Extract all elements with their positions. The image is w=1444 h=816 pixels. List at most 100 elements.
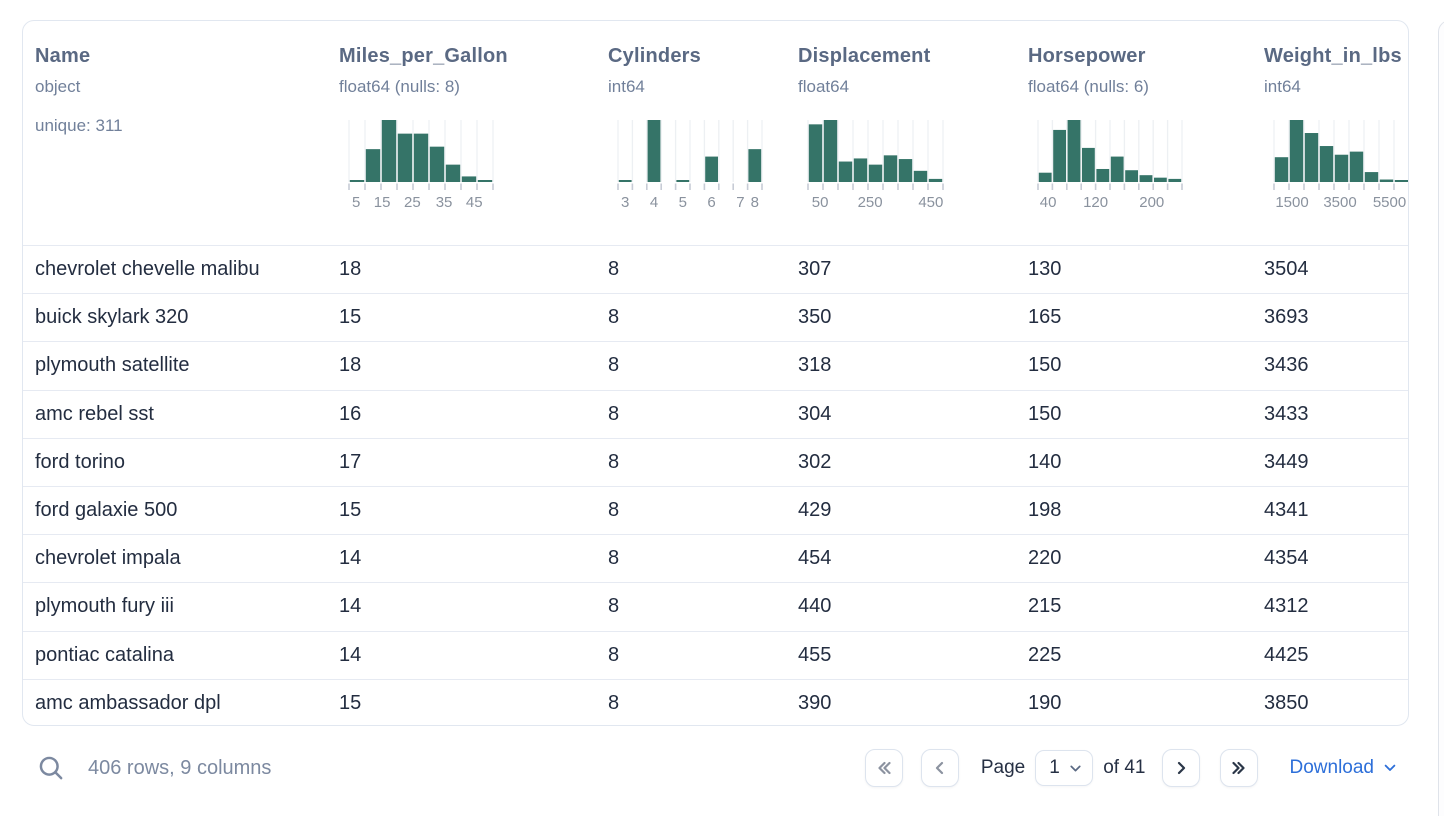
adjacent-card-edge bbox=[1438, 20, 1444, 816]
table-cell[interactable]: 440 bbox=[798, 595, 832, 618]
table-cell[interactable]: amc ambassador dpl bbox=[35, 691, 221, 714]
table-cell[interactable]: 150 bbox=[1028, 402, 1062, 425]
histogram-weight_in_lbs: 1500 3500 5500 bbox=[1273, 120, 1408, 211]
table-cell[interactable]: 15 bbox=[339, 691, 362, 714]
table-cell[interactable]: 350 bbox=[798, 306, 832, 329]
svg-text:3: 3 bbox=[621, 194, 629, 211]
table-cell[interactable]: chevrolet chevelle malibu bbox=[35, 258, 260, 281]
table-cell[interactable]: ford galaxie 500 bbox=[35, 499, 178, 522]
table-cell[interactable]: 17 bbox=[339, 450, 362, 473]
table-row[interactable]: ford galaxie 500 15 8 429 198 4341 bbox=[23, 485, 1408, 534]
table-cell[interactable]: 8 bbox=[608, 547, 620, 570]
table-cell[interactable]: 14 bbox=[339, 595, 362, 618]
table-cell[interactable]: 18 bbox=[339, 258, 362, 281]
table-cell[interactable]: 165 bbox=[1028, 306, 1062, 329]
table-cell[interactable]: 15 bbox=[339, 499, 362, 522]
table-cell[interactable]: amc rebel sst bbox=[35, 402, 154, 425]
table-cell[interactable]: 140 bbox=[1028, 450, 1062, 473]
table-cell[interactable]: 8 bbox=[608, 643, 620, 666]
table-cell[interactable]: 4341 bbox=[1264, 499, 1309, 522]
column-header-cylinders[interactable]: Cylinders int64 3 4 5 6 7 8 bbox=[608, 21, 798, 245]
table-row[interactable]: amc ambassador dpl 15 8 390 190 3850 bbox=[23, 678, 1408, 725]
table-cell[interactable]: 3436 bbox=[1264, 354, 1309, 377]
table-cell[interactable]: ford torino bbox=[35, 450, 126, 473]
column-header-horsepower[interactable]: Horsepower float64 (nulls: 6) 40 120 200 bbox=[1028, 21, 1264, 245]
table-row[interactable]: plymouth fury iii 14 8 440 215 4312 bbox=[23, 582, 1408, 630]
svg-text:5: 5 bbox=[679, 194, 687, 211]
page-select-value: 1 bbox=[1049, 757, 1060, 778]
table-cell[interactable]: 150 bbox=[1028, 354, 1062, 377]
table-cell[interactable]: 390 bbox=[798, 691, 832, 714]
column-header-weight_in_lbs[interactable]: Weight_in_lbs int64 1500 3500 5500 bbox=[1264, 21, 1408, 245]
table-cell[interactable]: 4425 bbox=[1264, 643, 1309, 666]
table-cell[interactable]: 455 bbox=[798, 643, 832, 666]
download-button[interactable]: Download bbox=[1290, 757, 1399, 779]
table-cell[interactable]: 14 bbox=[339, 643, 362, 666]
svg-text:8: 8 bbox=[751, 194, 759, 211]
table-cell[interactable]: 225 bbox=[1028, 643, 1062, 666]
table-cell[interactable]: 130 bbox=[1028, 258, 1062, 281]
table-cell[interactable]: 304 bbox=[798, 402, 832, 425]
table-row[interactable]: chevrolet impala 14 8 454 220 4354 bbox=[23, 534, 1408, 582]
search-icon[interactable] bbox=[38, 755, 65, 782]
table-cell[interactable]: buick skylark 320 bbox=[35, 306, 189, 329]
table-cell[interactable]: 198 bbox=[1028, 499, 1062, 522]
page-select[interactable]: 1 bbox=[1035, 750, 1094, 786]
table-row[interactable]: amc rebel sst 16 8 304 150 3433 bbox=[23, 389, 1408, 438]
column-unique-count: unique: 311 bbox=[35, 116, 123, 135]
table-cell[interactable]: plymouth fury iii bbox=[35, 595, 174, 618]
prev-page-button[interactable] bbox=[920, 749, 959, 787]
svg-text:15: 15 bbox=[374, 194, 391, 211]
column-header-displacement[interactable]: Displacement float64 50 250 450 bbox=[798, 21, 1028, 245]
svg-text:1500: 1500 bbox=[1275, 194, 1308, 211]
svg-text:450: 450 bbox=[918, 194, 943, 211]
table-cell[interactable]: 3433 bbox=[1264, 402, 1309, 425]
table-cell[interactable]: 190 bbox=[1028, 691, 1062, 714]
table-cell[interactable]: 4312 bbox=[1264, 595, 1309, 618]
table-cell[interactable]: 8 bbox=[608, 450, 620, 473]
table-cell[interactable]: 3693 bbox=[1264, 306, 1309, 329]
table-cell[interactable]: 318 bbox=[798, 354, 832, 377]
table-cell[interactable]: 454 bbox=[798, 547, 832, 570]
table-row[interactable]: plymouth satellite 18 8 318 150 3436 bbox=[23, 341, 1408, 389]
table-row[interactable]: buick skylark 320 15 8 350 165 3693 bbox=[23, 293, 1408, 341]
table-cell[interactable]: 215 bbox=[1028, 595, 1062, 618]
table-cell[interactable]: chevrolet impala bbox=[35, 547, 181, 570]
table-cell[interactable]: 3449 bbox=[1264, 450, 1309, 473]
table-cell[interactable]: 18 bbox=[339, 354, 362, 377]
table-cell[interactable]: 3850 bbox=[1264, 691, 1309, 714]
table-cell[interactable]: 8 bbox=[608, 595, 620, 618]
column-header-name[interactable]: Name object unique: 311 bbox=[35, 21, 339, 245]
svg-text:120: 120 bbox=[1083, 194, 1108, 211]
table-cell[interactable]: 220 bbox=[1028, 547, 1062, 570]
table-cell[interactable]: 14 bbox=[339, 547, 362, 570]
last-page-button[interactable] bbox=[1219, 749, 1258, 787]
table-row[interactable]: chevrolet chevelle malibu 18 8 307 130 3504 bbox=[23, 245, 1408, 293]
table-cell[interactable]: 8 bbox=[608, 258, 620, 281]
column-name: Weight_in_lbs bbox=[1264, 45, 1402, 67]
table-cell[interactable]: 8 bbox=[608, 354, 620, 377]
table-cell[interactable]: 307 bbox=[798, 258, 832, 281]
table-cell[interactable]: 16 bbox=[339, 402, 362, 425]
column-dtype: float64 bbox=[798, 77, 850, 96]
table-cell[interactable]: pontiac catalina bbox=[35, 643, 174, 666]
table-cell[interactable]: 3504 bbox=[1264, 258, 1309, 281]
column-dtype: object bbox=[35, 77, 81, 96]
table-row[interactable]: pontiac catalina 14 8 455 225 4425 bbox=[23, 630, 1408, 679]
table-cell[interactable]: 8 bbox=[608, 402, 620, 425]
table-cell[interactable]: 8 bbox=[608, 499, 620, 522]
table-cell[interactable]: 8 bbox=[608, 691, 620, 714]
table-cell[interactable]: 302 bbox=[798, 450, 832, 473]
table-cell[interactable]: 15 bbox=[339, 306, 362, 329]
first-page-button[interactable] bbox=[864, 749, 903, 787]
column-header-miles_per_gallon[interactable]: Miles_per_Gallon float64 (nulls: 8) 5 15 25 3… bbox=[339, 21, 608, 245]
table-cell[interactable]: 8 bbox=[608, 306, 620, 329]
table-row[interactable]: ford torino 17 8 302 140 3449 bbox=[23, 437, 1408, 486]
next-page-button[interactable] bbox=[1161, 749, 1200, 787]
table-cell[interactable]: 4354 bbox=[1264, 547, 1309, 570]
table-cell[interactable]: plymouth satellite bbox=[35, 354, 190, 377]
column-name: Name bbox=[35, 45, 91, 67]
table-cell[interactable]: 429 bbox=[798, 499, 832, 522]
svg-text:3500: 3500 bbox=[1323, 194, 1356, 211]
